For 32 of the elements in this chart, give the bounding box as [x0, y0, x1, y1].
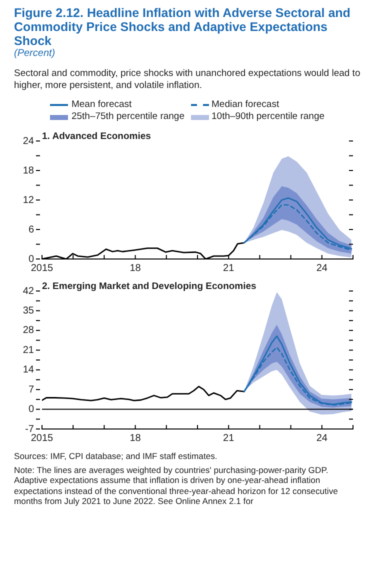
- legend-label: 10th–90th percentile range: [212, 111, 325, 123]
- x-tick-label: 24: [316, 432, 328, 444]
- x-tick-label: 2015: [30, 432, 54, 444]
- y-tick-label: 21: [22, 344, 34, 356]
- text: Sectoral and commodity, price shocks with unanchored expectations would lead to higher, more persistent, and volatile inflation.: [14, 68, 361, 91]
- text: (Percent): [14, 48, 56, 60]
- x-tick-label: 21: [223, 432, 235, 444]
- legend-label: Median forecast: [212, 99, 280, 111]
- y-tick-label: 35: [22, 305, 34, 316]
- x-tick-label: 18: [130, 262, 142, 274]
- legend-label: 25th–75th percentile range: [71, 111, 184, 123]
- y-tick-label: 12: [22, 194, 34, 206]
- y-tick-label: 24: [22, 136, 34, 147]
- chart-title: 2. Emerging Market and Developing Economies: [42, 281, 258, 292]
- source-note: Sources: IMF, CPI database; and IMF staff estimates.: [14, 451, 218, 462]
- x-tick-label: 24: [316, 262, 328, 274]
- x-tick-label: 2015: [30, 262, 54, 274]
- y-tick-label: 28: [22, 325, 34, 336]
- y-tick-label: 18: [22, 165, 34, 176]
- x-tick-label: 18: [130, 432, 142, 444]
- x-tick-label: 21: [223, 262, 235, 274]
- y-tick-label: -7: [25, 424, 34, 435]
- legend-label: Mean forecast: [71, 99, 132, 111]
- y-tick-label: 14: [22, 364, 34, 376]
- text: Figure 2.12. Headline Inflation with Adverse Sectoral and Commodity Price Shocks and Adaptive Expectations Shock: [14, 6, 352, 48]
- chart-title: 1. Advanced Economies: [42, 131, 152, 142]
- y-tick-label: 42: [22, 286, 34, 297]
- text: Note: The lines are averages weighted by countries' purchasing-power-parity GDP. Adaptive expectations assume that inflation is driven by one-year-ahead inflation expectations instead of the conventional three-year-ahead horizon for 12 consecutive months from July 2021 to June 2022. See Online Annex 2.1 for: [14, 465, 339, 506]
- y-tick-label: 0: [28, 254, 34, 265]
- y-tick-label: 0: [28, 404, 34, 416]
- y-tick-label: 6: [28, 224, 34, 236]
- y-tick-label: 7: [28, 384, 34, 396]
